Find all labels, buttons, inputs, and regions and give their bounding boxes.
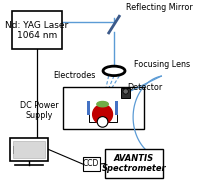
- FancyBboxPatch shape: [120, 88, 130, 98]
- Text: PC: PC: [12, 146, 25, 156]
- Text: CCD: CCD: [83, 160, 99, 168]
- FancyBboxPatch shape: [12, 11, 61, 49]
- Text: Reflecting Mirror: Reflecting Mirror: [126, 3, 192, 12]
- Circle shape: [97, 117, 107, 127]
- Text: AVANTIS
Spectrometer: AVANTIS Spectrometer: [101, 154, 166, 173]
- FancyBboxPatch shape: [82, 157, 99, 171]
- Text: Detector: Detector: [127, 83, 162, 92]
- FancyBboxPatch shape: [13, 141, 44, 158]
- FancyBboxPatch shape: [114, 101, 118, 115]
- FancyBboxPatch shape: [86, 101, 90, 115]
- FancyBboxPatch shape: [123, 87, 126, 88]
- Text: DC Power
Supply: DC Power Supply: [20, 101, 59, 120]
- Ellipse shape: [103, 66, 124, 76]
- FancyBboxPatch shape: [105, 149, 162, 178]
- Circle shape: [92, 105, 112, 124]
- FancyBboxPatch shape: [10, 138, 48, 161]
- Text: Focusing Lens: Focusing Lens: [133, 60, 189, 69]
- FancyBboxPatch shape: [63, 87, 143, 129]
- Text: Electrodes: Electrodes: [52, 71, 95, 80]
- Ellipse shape: [96, 101, 108, 107]
- Text: Nd: YAG Laser
1064 nm: Nd: YAG Laser 1064 nm: [5, 21, 68, 40]
- Text: ~: ~: [98, 117, 106, 127]
- Circle shape: [122, 89, 128, 94]
